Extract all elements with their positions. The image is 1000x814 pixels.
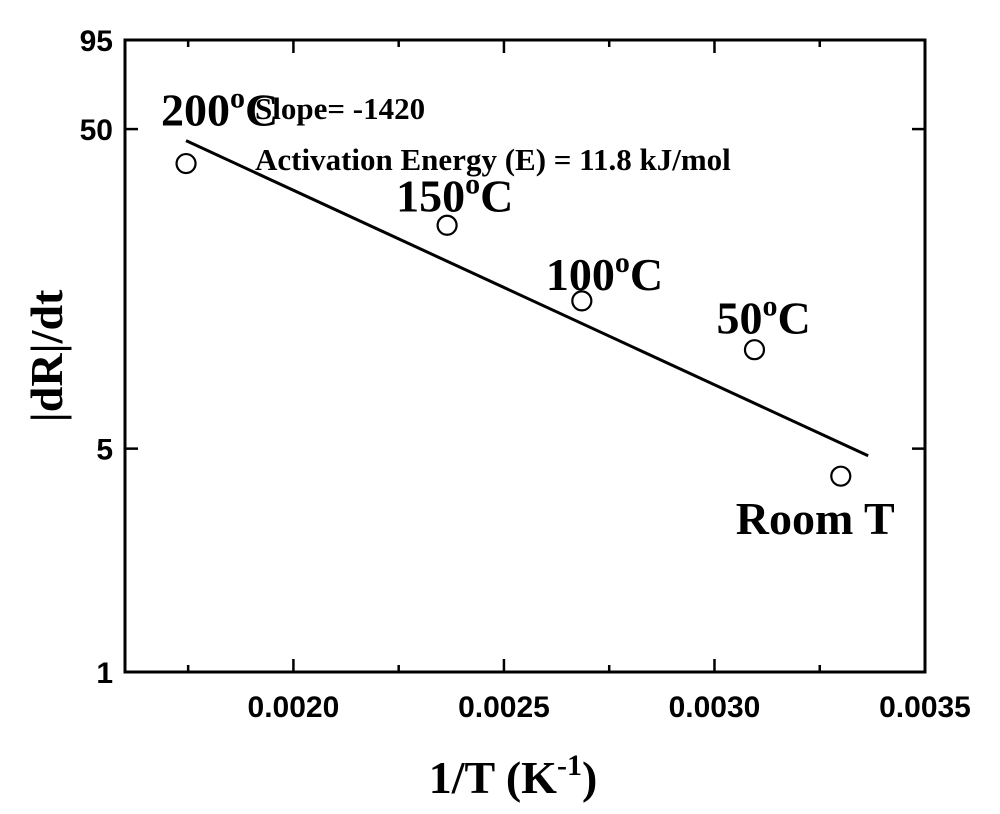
x-tick-label: 0.0025	[458, 691, 550, 724]
data-point	[436, 214, 458, 236]
annotation-activation-energy: Activation Energy (E) = 11.8 kJ/mol	[255, 142, 731, 177]
point-label-main: 200	[161, 85, 230, 136]
data-points	[175, 152, 852, 487]
x-axis-label-main: 1/T (K	[429, 752, 557, 803]
point-label: Room T	[736, 493, 895, 544]
plot-frame	[123, 38, 927, 674]
y-tick-label: 95	[80, 25, 113, 58]
point-label-suffix: C	[777, 293, 810, 344]
point-label-suffix: C	[630, 249, 663, 300]
annotation-slope: Slope= -1420	[255, 91, 425, 126]
data-point	[743, 339, 766, 361]
y-axis-label: |dR|/dt	[21, 289, 72, 422]
point-label: 150oC	[396, 167, 513, 221]
point-label-sup: o	[230, 82, 245, 115]
point-label: 100oC	[546, 246, 663, 300]
y-tick-label: 1	[96, 657, 113, 690]
point-label-main: 50	[716, 293, 762, 344]
point-label-sup: o	[465, 167, 480, 200]
point-label-main: Room T	[736, 493, 895, 544]
point-label-main: 150	[396, 170, 465, 221]
point-label-main: 100	[546, 249, 615, 300]
axis-ticks	[125, 38, 927, 674]
y-tick-label: 50	[80, 114, 113, 147]
x-axis-label-sup: -1	[557, 749, 582, 782]
data-point	[175, 152, 197, 175]
point-label: 50oC	[716, 290, 810, 344]
x-axis-label-suffix: )	[582, 752, 597, 803]
x-tick-label: 0.0035	[879, 691, 971, 724]
point-label-sup: o	[615, 246, 630, 279]
data-point	[571, 290, 593, 312]
x-axis-label: 1/T (K-1)	[429, 749, 598, 803]
point-label-suffix: C	[245, 85, 278, 136]
point-label-suffix: C	[480, 170, 513, 221]
x-tick-label: 0.0030	[669, 691, 761, 724]
data-point	[830, 465, 852, 487]
point-label-sup: o	[762, 290, 777, 323]
fit-line	[185, 139, 869, 458]
tick-labels: 0.0020 0.0025 0.0030 0.0035 1 5 50 95	[80, 25, 971, 724]
point-label: 200oC	[161, 82, 278, 136]
y-tick-label: 5	[96, 434, 113, 467]
x-tick-label: 0.0020	[248, 691, 340, 724]
